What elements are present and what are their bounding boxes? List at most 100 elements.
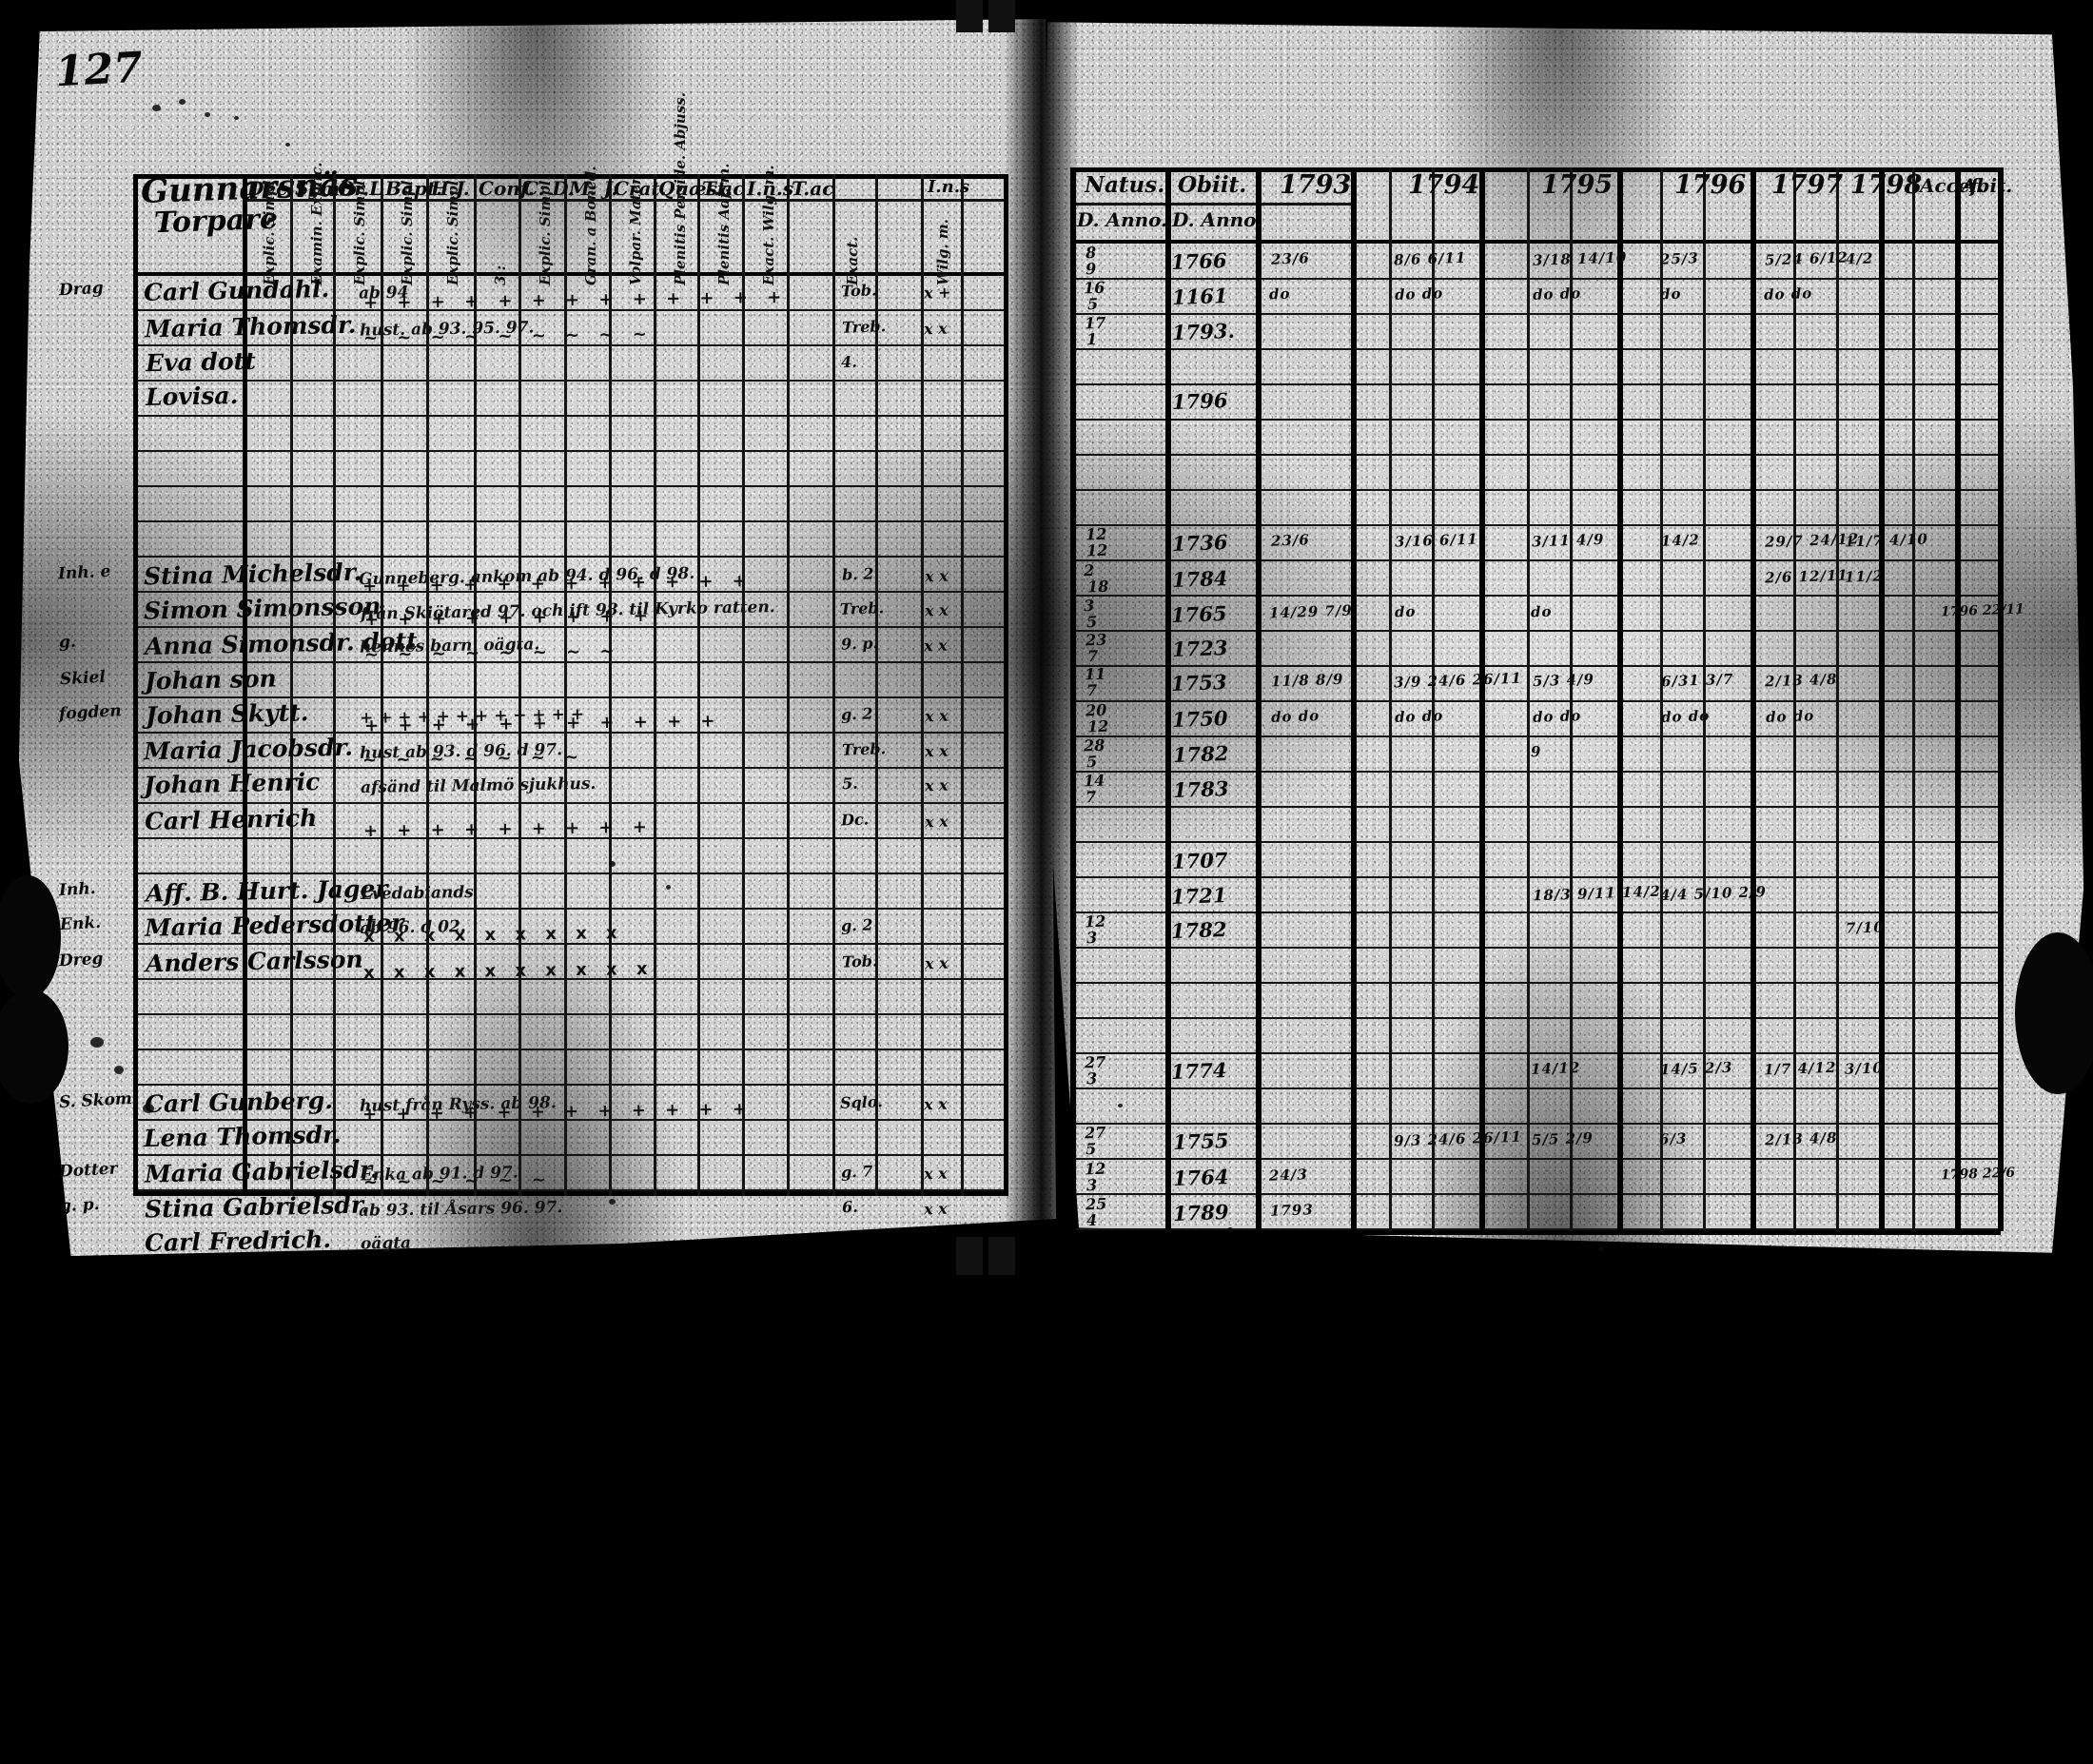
right-year-1796-row-1: do <box>1660 284 1682 303</box>
ink-blot-4 <box>285 143 290 147</box>
row-attendance-marks-17: ~ ~ ~ ~ ~ ~ <box>363 1170 553 1193</box>
right-obiit-5: 1784 <box>1172 566 1228 592</box>
column-line <box>1004 174 1008 1196</box>
right-header-year-1794: 1794 <box>1408 170 1479 200</box>
ink-blot-11 <box>1598 1246 1604 1251</box>
right-obiit-7: 1723 <box>1171 636 1227 661</box>
right-column-line <box>1912 167 1915 1231</box>
row-ins-8: x x <box>925 707 949 726</box>
right-natus-day-5: 2 <box>1084 560 1095 578</box>
right-year-1797-row-0: 5/24 6/12 <box>1765 248 1848 268</box>
row-attendance-marks-9: ~ ~ ~ ~ ~ ~ ~ <box>362 747 585 770</box>
right-obiit-15: 1774 <box>1171 1058 1227 1084</box>
page-edge-notch-right <box>2015 932 2093 1094</box>
right-year-1794-row-4: 3/16 6/11 <box>1394 531 1477 551</box>
sub-header-1: Examin. Explic. <box>308 162 325 285</box>
right-row-line <box>1070 665 2001 667</box>
row-ins-14: x x <box>924 953 948 972</box>
row-name-9: Maria Jacobsdr. <box>144 733 354 765</box>
right-row-line <box>1070 735 2001 737</box>
right-header-natus: Natus. <box>1085 172 1164 198</box>
right-header-abit: Abit. <box>1962 174 2012 197</box>
right-year-1795-row-15: 14/12 <box>1531 1059 1581 1078</box>
row-tac-8: g. 2 <box>841 705 873 724</box>
row-name-1: Maria Thomsdr. <box>145 311 357 343</box>
right-year-1795-row-0: 3/18 14/10 <box>1532 248 1627 268</box>
right-year-1795-row-9: do do <box>1532 707 1581 726</box>
ink-blot-3 <box>179 99 186 105</box>
row-tac-15: Sqlo. <box>840 1092 883 1112</box>
row-attendance-marks-14: x x x x x x x x x x <box>363 959 655 983</box>
right-year-1794-row-9: do do <box>1395 707 1444 726</box>
right-obiit-12: 1707 <box>1171 848 1227 873</box>
row-tac-14: Tob. <box>842 951 878 970</box>
column-header-ins: I.n.s <box>928 177 969 197</box>
row-margin-label-0: Drag <box>58 279 104 300</box>
right-row-line <box>1070 278 2001 280</box>
right-year-1793-row-6: 14/29 7/9 <box>1269 601 1353 621</box>
right-row-line <box>1070 595 2001 597</box>
sub-header-6: Explic. Simpl. <box>537 175 554 285</box>
ink-blot-0 <box>152 105 161 111</box>
right-natus-anno-2: 1 <box>1086 330 1098 348</box>
right-row-line <box>1070 454 2001 456</box>
sub-header-4: Explic. Simpl. <box>444 175 461 285</box>
right-obiit-13: 1721 <box>1171 883 1227 909</box>
row-note-18: ab 93. til Åsars 96. 97. <box>359 1198 563 1221</box>
right-year-1798-row-0: 4/2 <box>1846 249 1874 267</box>
row-tac-5: Treb. <box>840 598 885 618</box>
right-row-line <box>1070 771 2001 773</box>
right-year-1793-row-8: 11/8 8/9 <box>1271 671 1344 691</box>
right-column-line <box>1479 167 1485 1231</box>
right-header-year-1797: 1797 <box>1771 170 1843 200</box>
right-row-line <box>1070 1088 2001 1089</box>
right-year-1794-row-0: 8/6 6/11 <box>1394 248 1467 268</box>
sub-header-wilg: Wilg. m. <box>934 219 951 285</box>
right-year-1795-row-6: do <box>1531 602 1553 620</box>
row-ins-11: x x <box>924 812 948 831</box>
right-row-line <box>1070 1193 2001 1195</box>
right-header-year-1798: 1798 <box>1850 170 1922 200</box>
row-name-16: Lena Thomsdr. <box>144 1120 342 1151</box>
right-row-line <box>1070 806 2001 808</box>
right-row-line <box>1070 419 2001 421</box>
scanner-clamp-bottom <box>956 1237 983 1275</box>
sub-header-3: Explic. Simpl. <box>399 175 416 285</box>
row-name-2: Eva dott <box>145 346 255 376</box>
sub-header-8: Volpar. Mater. <box>627 173 644 285</box>
row-name-8: Johan Skytt. <box>146 698 309 730</box>
right-natus-anno-15: 3 <box>1086 1069 1097 1088</box>
right-obiit-3: 1796 <box>1171 388 1227 414</box>
column-line <box>832 174 835 1196</box>
right-obiit-0: 1766 <box>1171 248 1227 274</box>
right-year-1797-row-8: 2/13 4/8 <box>1765 671 1838 691</box>
right-row-line <box>1070 1123 2001 1125</box>
right-natus-anno-0: 9 <box>1086 259 1097 277</box>
sub-header-exact: Exact. <box>844 237 861 285</box>
row-tac-0: Tob. <box>840 282 876 301</box>
ink-blot-8 <box>90 1037 104 1048</box>
row-name-11: Carl Henrich <box>145 804 318 835</box>
right-year-1795-row-17: 5/5 2/9 <box>1531 1128 1594 1147</box>
right-column-line <box>1998 167 2004 1231</box>
right-row-line <box>1070 947 2001 949</box>
row-tac-9: Treb. <box>841 739 886 759</box>
category-heading: Torpare <box>153 203 278 241</box>
row-name-4: Stina Michelsdr. <box>144 558 362 590</box>
ink-blot-6 <box>609 861 616 867</box>
right-natus-anno-18: 3 <box>1086 1175 1097 1193</box>
column-line <box>787 174 790 1196</box>
ink-blot-12 <box>1118 1104 1123 1107</box>
row-name-14: Anders Carlsson <box>145 945 362 977</box>
right-year-1798-row-15: 3/10 <box>1845 1060 1884 1078</box>
right-year-1798-row-4: 11/7 4/10 <box>1845 531 1928 551</box>
right-natus-anno-7: 7 <box>1087 647 1099 665</box>
row-ins-1: x x <box>924 320 948 339</box>
right-obiit-18: 1764 <box>1172 1165 1228 1190</box>
row-margin-label-8: fogden <box>58 701 122 723</box>
row-ins-0: x + <box>924 284 951 303</box>
row-tac-18: 6. <box>841 1198 857 1217</box>
row-note-19: oägta <box>360 1234 410 1254</box>
row-name-5: Simon Simonsson <box>144 592 381 624</box>
row-tac-17: g. 7 <box>841 1163 873 1182</box>
